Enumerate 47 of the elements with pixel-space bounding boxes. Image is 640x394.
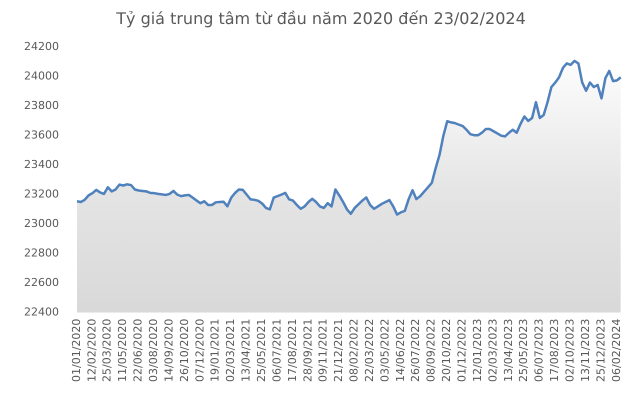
chart-title: Tỷ giá trung tâm từ đầu năm 2020 đến 23/02/2024 bbox=[115, 8, 526, 28]
x-tick-label: 06/07/2023 bbox=[532, 318, 546, 382]
x-tick-label: 25/05/2023 bbox=[517, 318, 530, 382]
x-tick-label: 06/07/2021 bbox=[270, 318, 284, 382]
y-tick-label: 23200 bbox=[24, 188, 59, 201]
y-tick-label: 24000 bbox=[24, 70, 59, 83]
x-tick-label: 08/09/2022 bbox=[424, 318, 438, 382]
x-tick-label: 12/01/2023 bbox=[470, 318, 484, 382]
x-tick-label: 01/12/2022 bbox=[456, 318, 469, 382]
x-tick-label: 28/09/2021 bbox=[301, 318, 314, 382]
x-tick-label: 21/12/2021 bbox=[332, 318, 346, 382]
x-tick-label: 13/04/2023 bbox=[502, 318, 515, 382]
y-tick-label: 24200 bbox=[24, 40, 59, 54]
x-tick-label: 08/02/2022 bbox=[348, 318, 361, 382]
x-tick-label: 03/08/2020 bbox=[146, 318, 160, 382]
x-tick-label: 02/03/2021 bbox=[224, 318, 238, 382]
x-tick-label: 11/05/2020 bbox=[116, 318, 130, 382]
x-tick-label: 22/06/2020 bbox=[132, 318, 145, 382]
x-tick-label: 25/12/2023 bbox=[594, 318, 608, 382]
y-tick-label: 23000 bbox=[24, 216, 59, 230]
y-tick-label: 23800 bbox=[24, 99, 59, 112]
x-tick-label: 09/11/2021 bbox=[316, 318, 330, 382]
x-tick-label: 02/10/2023 bbox=[564, 318, 577, 382]
x-tick-label: 20/10/2022 bbox=[440, 318, 454, 382]
x-tick-label: 19/01/2021 bbox=[208, 318, 222, 382]
x-tick-label: 26/10/2020 bbox=[178, 318, 191, 382]
x-tick-label: 13/11/2023 bbox=[578, 318, 592, 382]
x-tick-label: 13/04/2021 bbox=[240, 318, 253, 382]
x-tick-label: 14/06/2022 bbox=[394, 318, 407, 382]
x-tick-label: 02/03/2023 bbox=[486, 318, 500, 382]
x-tick-label: 12/02/2020 bbox=[85, 318, 98, 382]
y-tick-label: 23400 bbox=[24, 158, 59, 172]
x-tick-label: 26/07/2022 bbox=[409, 318, 422, 382]
x-tick-label: 25/05/2021 bbox=[254, 318, 268, 382]
x-tick-label: 25/03/2020 bbox=[100, 318, 114, 382]
x-tick-label: 17/08/2023 bbox=[548, 318, 562, 382]
x-tick-label: 06/02/2024 bbox=[610, 318, 623, 382]
y-tick-label: 23600 bbox=[24, 128, 59, 142]
y-tick-label: 22400 bbox=[24, 305, 59, 318]
y-tick-label: 22600 bbox=[24, 276, 59, 289]
x-tick-label: 22/03/2022 bbox=[362, 318, 376, 382]
x-tick-label: 01/01/2020 bbox=[70, 318, 83, 382]
y-tick-label: 22800 bbox=[24, 246, 59, 260]
x-tick-label: 14/09/2020 bbox=[162, 318, 176, 382]
x-tick-label: 03/05/2022 bbox=[378, 318, 392, 382]
x-tick-label: 17/08/2021 bbox=[286, 318, 299, 382]
x-tick-label: 07/12/2020 bbox=[193, 318, 206, 382]
